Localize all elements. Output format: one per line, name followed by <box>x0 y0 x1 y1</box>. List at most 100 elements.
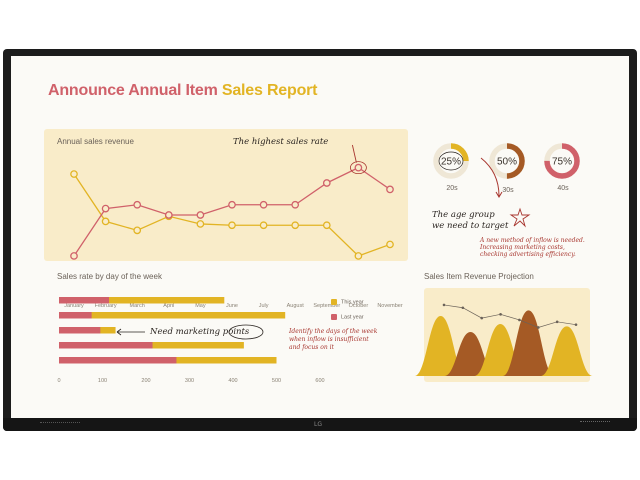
indicator-lights <box>40 422 80 425</box>
annual-chart-title: Annual sales revenue <box>57 137 134 146</box>
projection-trend-point <box>555 320 559 324</box>
weekday-chart-title: Sales rate by day of the week <box>57 272 162 281</box>
legend-last-year-label: Last year <box>341 314 364 321</box>
report-title-part1: Announce Annual Item <box>48 82 222 99</box>
projection-trend-point <box>499 313 502 316</box>
legend-this-year: This year <box>331 299 364 305</box>
target-arrow <box>480 157 503 198</box>
weekday-note-line1: Identify the days of the week <box>289 328 378 335</box>
annual-x-tick-label: May <box>195 303 206 309</box>
donut-arc <box>489 143 525 179</box>
report-title-part2: Sales Report <box>221 82 318 99</box>
annual-line-chart: January February March April May June July Augu… <box>64 144 403 309</box>
legend-last-year: Last year <box>331 314 364 320</box>
legend-this-year-label: This year <box>341 299 364 306</box>
bar-x-tick-label: 500 <box>272 378 281 384</box>
donut-value-label: 50% <box>497 157 517 168</box>
inflow-note-line3: checking advertising efficiency. <box>480 251 576 258</box>
annual-x-tick-label: March <box>130 303 145 309</box>
bar-x-tick-label: 200 <box>141 378 150 384</box>
annual-point <box>133 226 142 235</box>
projection-trend-point <box>461 306 465 310</box>
annual-x-tick-label: October <box>349 303 369 309</box>
projection-area-chart <box>414 303 593 376</box>
annual-point <box>354 252 363 260</box>
donut-arc <box>433 143 469 179</box>
projection-peak <box>540 326 593 376</box>
annual-x-tick-label: November <box>377 303 403 309</box>
annual-point <box>322 221 331 230</box>
projection-trend-line <box>443 304 577 328</box>
bar-last-year <box>59 312 92 319</box>
annual-x-tick-label: February <box>95 303 117 309</box>
marketing-points-doodle <box>116 324 264 340</box>
annual-point <box>196 220 205 228</box>
report-title: Announce Annual Item Sales Report <box>48 82 318 100</box>
projection-peak <box>502 310 555 376</box>
annual-x-tick-label: August <box>287 303 305 309</box>
peak-arrow <box>351 144 357 163</box>
donut-sub-20s: 20s <box>446 185 458 192</box>
donut-arc <box>544 143 580 179</box>
bar-x-tick-label: 100 <box>98 378 107 384</box>
bar-last-year <box>59 327 101 334</box>
brand-logo: LG <box>314 421 322 428</box>
annual-x-tick-label: January <box>64 303 84 309</box>
age-group-annotation-line1: The age group <box>432 210 495 220</box>
bar-x-tick-label: 400 <box>228 378 237 384</box>
age-group-annotation-line2: we need to target <box>432 221 509 231</box>
bar-x-tick-label: 0 <box>57 378 60 384</box>
annual-series-line-1 <box>73 166 391 257</box>
donut-value-label: 75% <box>552 157 572 168</box>
annual-series-line-0 <box>73 173 391 257</box>
weekday-note-line2: when inflow is insufficient <box>289 336 369 343</box>
annual-point <box>291 200 300 209</box>
annual-chart-panel <box>44 129 408 261</box>
star-doodle-icon <box>509 207 531 228</box>
annual-point <box>259 200 268 209</box>
annual-x-tick-label: July <box>259 303 269 309</box>
bar-this-year <box>59 312 286 319</box>
projection-trend-point <box>574 323 578 326</box>
projection-trend-point <box>518 318 521 322</box>
projection-trend-point <box>536 326 540 329</box>
annual-point <box>228 200 236 209</box>
presentation-screen: Announce Annual Item Sales Report Annual… <box>11 56 629 418</box>
donut-sub-30s: 30s <box>502 187 514 194</box>
weekday-note-line3: and focus on it <box>289 344 334 351</box>
front-ports <box>580 421 610 426</box>
inflow-note-line1: A new method of inflow is needed. <box>480 237 585 244</box>
age-donut-charts: 25% 50% 75% <box>433 143 580 179</box>
bar-last-year <box>59 342 153 349</box>
annual-point <box>386 185 394 194</box>
annual-point <box>101 204 110 213</box>
monitor-bezel <box>3 418 637 431</box>
projection-trend-point <box>480 316 484 320</box>
annual-x-tick-label: June <box>226 303 238 309</box>
annual-point <box>259 221 268 230</box>
bar-x-tick-label: 600 <box>315 378 324 384</box>
peak-circle-doodle <box>349 161 367 175</box>
annual-point <box>101 217 110 226</box>
donut-value-label: 25% <box>441 157 461 168</box>
legend-this-year-swatch <box>331 299 337 305</box>
donut-highlight-doodle <box>438 151 464 171</box>
annual-point <box>164 211 173 219</box>
bar-x-tick-label: 300 <box>185 378 194 384</box>
marketing-points-annotation: Need marketing points <box>150 327 250 337</box>
projection-chart-title: Sales Item Revenue Projection <box>424 272 534 281</box>
bar-last-year <box>59 357 177 364</box>
bar-last-year <box>59 297 110 304</box>
legend-last-year-swatch <box>331 314 337 320</box>
bar-this-year <box>59 297 225 304</box>
annual-x-tick-label: September <box>313 303 340 309</box>
annual-point <box>322 179 331 187</box>
annual-point <box>133 200 142 209</box>
inflow-note-line2: Increasing marketing costs, <box>480 244 565 251</box>
annual-point <box>291 221 300 230</box>
weekday-bar-chart: 0 100 200 300 400 500 600 <box>57 297 325 384</box>
donut-sub-40s: 40s <box>557 185 569 192</box>
annual-x-tick-label: April <box>163 303 174 309</box>
projection-peak <box>414 316 467 376</box>
annual-point <box>70 252 78 260</box>
